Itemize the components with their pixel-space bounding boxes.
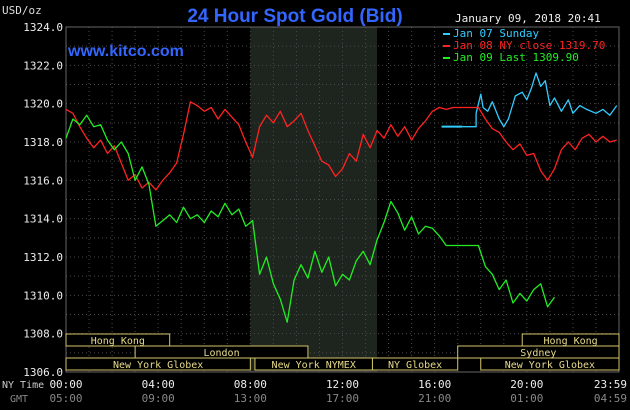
x-tick-ny-label: 00:00 (49, 378, 82, 391)
session-label: London (203, 348, 239, 359)
y-axis-unit-label: USD/oz (2, 4, 42, 17)
y-tick-label: 1322.0 (23, 59, 63, 72)
y-tick-label: 1306.0 (23, 366, 63, 379)
x-tick-ny-label: 20:00 (510, 378, 543, 391)
y-tick-label: 1324.0 (23, 21, 63, 34)
x-tick-ny-label: 04:00 (142, 378, 175, 391)
x-tick-ny-label: 12:00 (326, 378, 359, 391)
session-box (371, 357, 459, 371)
session-label: New York NYMEX (272, 360, 356, 371)
y-tick-label: 1312.0 (23, 251, 63, 264)
x-tick-gmt-label: 09:00 (142, 392, 175, 405)
session-label: New York Globex (505, 360, 595, 371)
series-line-3 (65, 114, 556, 323)
y-tick-label: 1316.0 (23, 174, 63, 187)
nymex-highlight-band (250, 27, 378, 372)
session-label: NY Globex (388, 360, 442, 371)
y-tick-label: 1314.0 (23, 213, 63, 226)
x-tick-gmt-label: 17:00 (326, 392, 359, 405)
x-tick-gmt-label: 01:00 (510, 392, 543, 405)
legend-label: Jan 08 NY close 1319.70 (453, 39, 605, 52)
legend-label: Jan 09 Last 1309.90 (453, 51, 579, 64)
session-label: New York Globex (113, 360, 203, 371)
y-tick-label: 1318.0 (23, 136, 63, 149)
timestamp: January 09, 2018 20:41 (455, 12, 601, 25)
series-line-1 (462, 72, 618, 128)
session-box (480, 357, 620, 371)
x-tick-gmt-label: 04:59 (594, 392, 627, 405)
chart-title: 24 Hour Spot Gold (Bid) (187, 6, 402, 27)
x-tick-ny-label: 23:59 (594, 378, 627, 391)
session-label: Hong Kong (91, 336, 145, 347)
y-tick-label: 1308.0 (23, 328, 63, 341)
session-box (65, 333, 171, 347)
x-tick-ny-label: 16:00 (418, 378, 451, 391)
legend-label: Jan 07 Sunday (453, 27, 539, 40)
x-tick-gmt-label: 13:00 (234, 392, 267, 405)
series-line-2 (65, 101, 617, 191)
y-tick-label: 1310.0 (23, 289, 63, 302)
x-tick-gmt-label: 05:00 (49, 392, 82, 405)
website-label: www.kitco.com (67, 43, 184, 60)
session-label: Sydney (520, 348, 556, 359)
y-tick-label: 1320.0 (23, 98, 63, 111)
x-tick-ny-label: 08:00 (234, 378, 267, 391)
plot-frame (65, 26, 620, 373)
x-axis-ny-label: NY Time (2, 380, 44, 391)
x-tick-gmt-label: 21:00 (418, 392, 451, 405)
x-axis-gmt-label: GMT (10, 394, 28, 405)
session-label: Hong Kong (544, 336, 598, 347)
session-box (65, 357, 251, 371)
